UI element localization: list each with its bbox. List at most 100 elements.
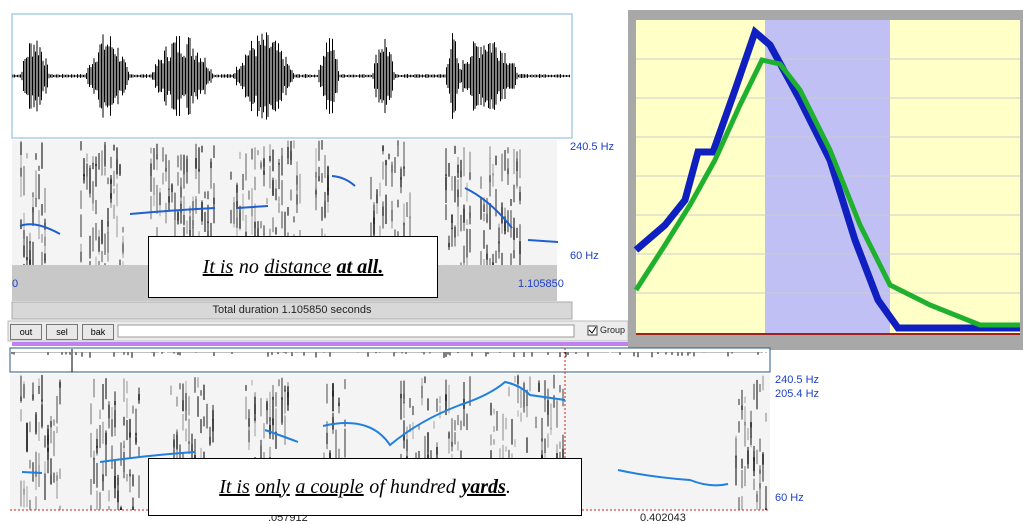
texture <box>122 227 124 233</box>
texture <box>44 435 46 447</box>
texture <box>516 228 518 238</box>
texture <box>382 207 384 216</box>
texture <box>104 234 106 255</box>
texture <box>747 450 749 464</box>
texture <box>108 405 110 429</box>
texture <box>108 490 110 501</box>
texture <box>744 406 746 425</box>
texture <box>41 400 43 427</box>
texture <box>204 192 206 199</box>
texture <box>92 227 94 251</box>
texture <box>519 149 521 178</box>
texture <box>439 405 441 418</box>
texture <box>182 384 184 411</box>
texture <box>272 385 274 400</box>
texture <box>90 403 92 424</box>
texture <box>562 389 564 406</box>
texture <box>344 379 346 389</box>
texture <box>514 439 516 447</box>
texture <box>750 422 752 445</box>
texture <box>460 215 462 232</box>
texture <box>483 204 485 212</box>
caption-segment: at all. <box>337 256 384 279</box>
texture <box>469 152 471 181</box>
texture <box>35 496 37 510</box>
texture <box>20 409 22 421</box>
screenshot: {"top_window": {"freq_top": "240.5 Hz", … <box>0 0 1023 524</box>
texture <box>370 177 372 200</box>
texture <box>35 198 37 207</box>
button[interactable]: sel <box>46 324 78 340</box>
texture <box>493 409 495 415</box>
texture <box>284 212 286 236</box>
texture <box>96 446 98 453</box>
texture <box>92 204 94 211</box>
texture <box>126 398 128 418</box>
texture <box>460 262 462 265</box>
texture <box>445 177 447 190</box>
texture <box>510 253 512 265</box>
scrollbar[interactable] <box>118 325 574 337</box>
texture <box>245 153 247 180</box>
texture <box>201 146 203 153</box>
texture <box>110 157 112 168</box>
texture <box>469 212 471 217</box>
texture <box>156 144 158 160</box>
texture <box>741 406 743 420</box>
texture <box>47 448 49 473</box>
texture <box>284 386 286 392</box>
texture <box>272 150 274 172</box>
texture <box>272 418 274 439</box>
texture <box>321 173 323 183</box>
texture <box>102 422 104 444</box>
texture <box>332 413 334 430</box>
texture <box>451 442 453 452</box>
texture <box>153 195 155 207</box>
texture <box>547 389 549 415</box>
texture <box>114 476 116 498</box>
texture <box>174 220 176 237</box>
texture <box>480 251 482 265</box>
texture <box>519 192 521 204</box>
texture <box>263 225 265 235</box>
texture <box>492 262 494 265</box>
texture <box>59 380 61 388</box>
texture <box>95 256 97 265</box>
texture <box>508 450 510 458</box>
texture <box>519 224 521 254</box>
texture <box>101 251 103 262</box>
texture <box>35 412 37 434</box>
texture <box>20 143 22 170</box>
texture <box>514 376 516 383</box>
texture <box>56 427 58 434</box>
texture <box>153 148 155 170</box>
texture <box>213 145 215 158</box>
texture <box>96 491 98 510</box>
texture <box>38 166 40 171</box>
texture <box>278 159 280 165</box>
texture <box>424 376 426 383</box>
texture <box>53 473 55 483</box>
texture <box>203 385 205 400</box>
texture <box>41 142 43 168</box>
texture <box>483 259 485 265</box>
texture <box>495 156 497 166</box>
texture <box>251 380 253 386</box>
texture <box>744 466 746 486</box>
texture <box>248 191 250 200</box>
texture <box>759 470 761 489</box>
texture <box>47 429 49 441</box>
texture <box>32 382 34 400</box>
texture <box>180 154 182 170</box>
texture <box>762 454 764 465</box>
texture <box>32 242 34 265</box>
texture <box>321 207 323 221</box>
texture <box>122 261 124 265</box>
button[interactable]: bak <box>82 324 114 340</box>
texture <box>165 154 167 171</box>
texture <box>765 486 767 510</box>
button[interactable]: out <box>10 324 42 340</box>
texture <box>466 219 468 225</box>
texture <box>332 383 334 396</box>
texture <box>338 403 340 414</box>
